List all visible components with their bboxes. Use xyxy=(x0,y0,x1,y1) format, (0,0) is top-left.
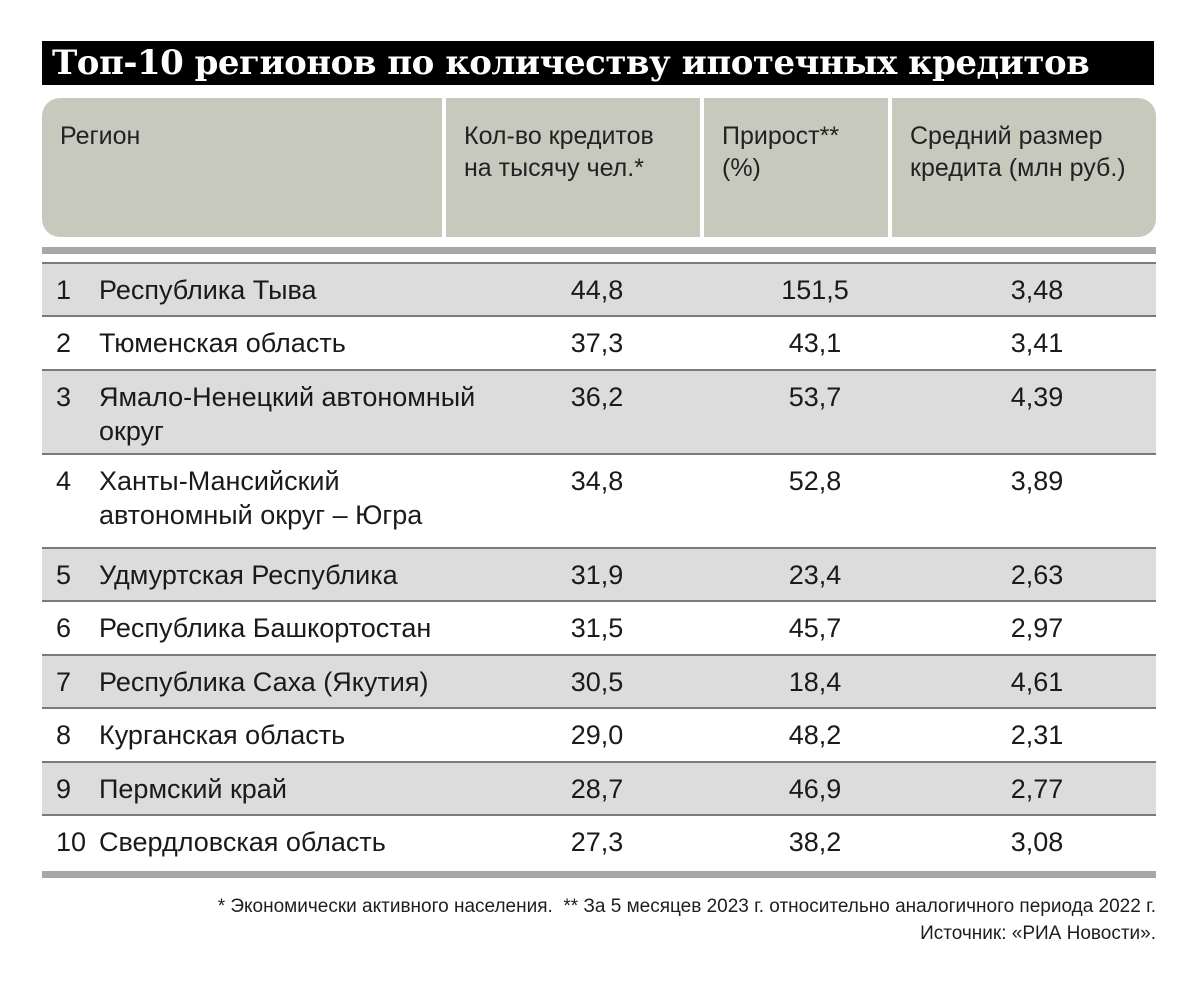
loans-value: 34,8 xyxy=(570,466,624,496)
region-name: Ханты-Мансийский автономный округ – Югра xyxy=(99,466,423,530)
rank: 1 xyxy=(56,275,72,305)
rank: 3 xyxy=(56,382,72,412)
header-avg-size: Средний размер кредита (млн руб.) xyxy=(892,98,1156,237)
loans-value: 27,3 xyxy=(570,827,624,857)
header-loans-per-thousand: Кол-во кредитов на тысячу чел.* xyxy=(446,98,700,237)
region-name: Республика Башкортостан xyxy=(99,613,432,643)
avg-value: 3,89 xyxy=(1010,466,1064,496)
growth-value: 52,8 xyxy=(788,466,842,496)
avg-value: 2,97 xyxy=(1010,613,1064,643)
growth-value: 45,7 xyxy=(788,613,842,643)
loans-value: 30,5 xyxy=(570,667,624,697)
header-growth: Прирост** (%) xyxy=(704,98,888,237)
rank: 4 xyxy=(56,466,72,496)
growth-value: 151,5 xyxy=(781,275,849,305)
table-row: 7 Республика Саха (Якутия) 30,5 18,4 4,6… xyxy=(42,656,1156,709)
growth-value: 43,1 xyxy=(788,328,842,358)
avg-value: 4,39 xyxy=(1010,382,1064,412)
source-text: Источник: «РИА Новости». xyxy=(920,923,1156,944)
rank: 2 xyxy=(56,328,72,358)
growth-value: 38,2 xyxy=(788,827,842,857)
loans-value: 37,3 xyxy=(570,328,624,358)
region-name: Республика Саха (Якутия) xyxy=(99,667,429,697)
table-row: 9 Пермский край 28,7 46,9 2,77 xyxy=(42,763,1156,816)
rank: 7 xyxy=(56,667,72,697)
avg-value: 2,31 xyxy=(1010,720,1064,750)
region-name: Курганская область xyxy=(99,720,346,750)
avg-value: 2,77 xyxy=(1010,774,1064,804)
loans-value: 28,7 xyxy=(570,774,624,804)
rank: 6 xyxy=(56,613,72,643)
avg-value: 3,48 xyxy=(1010,275,1064,305)
rank: 10 xyxy=(56,827,87,857)
growth-value: 23,4 xyxy=(788,560,842,590)
divider xyxy=(42,871,1156,878)
loans-value: 29,0 xyxy=(570,720,624,750)
table-row: 4 Ханты-Мансийский автономный округ – Юг… xyxy=(42,455,1156,549)
rank: 9 xyxy=(56,774,72,804)
region-name: Тюменская область xyxy=(99,328,346,358)
divider xyxy=(42,247,1156,254)
table-row: 1 Республика Тыва 44,8 151,5 3,48 xyxy=(42,264,1156,317)
rank: 5 xyxy=(56,560,72,590)
footnotes: * Экономически активного населения. ** З… xyxy=(218,893,1156,947)
avg-value: 3,08 xyxy=(1010,827,1064,857)
table-row: 3 Ямало-Ненецкий автономный округ 36,2 5… xyxy=(42,371,1156,455)
table-row: 6 Республика Башкортостан 31,5 45,7 2,97 xyxy=(42,602,1156,656)
chart-title: Топ-10 регионов по количеству ипотечных … xyxy=(42,41,1154,85)
avg-value: 4,61 xyxy=(1010,667,1064,697)
table-row: 10 Свердловская область 27,3 38,2 3,08 xyxy=(42,816,1156,872)
region-name: Ямало-Ненецкий автономный округ xyxy=(99,382,476,446)
table-row: 2 Тюменская область 37,3 43,1 3,41 xyxy=(42,317,1156,371)
table-row: 8 Курганская область 29,0 48,2 2,31 xyxy=(42,709,1156,763)
loans-value: 36,2 xyxy=(570,382,624,412)
growth-value: 18,4 xyxy=(788,667,842,697)
table-header: Регион Кол-во кредитов на тысячу чел.* П… xyxy=(42,98,1156,237)
avg-value: 2,63 xyxy=(1010,560,1064,590)
growth-value: 46,9 xyxy=(788,774,842,804)
loans-value: 31,9 xyxy=(570,560,624,590)
loans-value: 31,5 xyxy=(570,613,624,643)
table-body: 1 Республика Тыва 44,8 151,5 3,48 2 Тюме… xyxy=(42,262,1156,872)
header-region: Регион xyxy=(42,98,442,237)
table-row: 5 Удмуртская Республика 31,9 23,4 2,63 xyxy=(42,549,1156,602)
region-name: Республика Тыва xyxy=(99,275,317,305)
growth-value: 53,7 xyxy=(788,382,842,412)
loans-value: 44,8 xyxy=(570,275,624,305)
avg-value: 3,41 xyxy=(1010,328,1064,358)
rank: 8 xyxy=(56,720,72,750)
region-name: Пермский край xyxy=(99,774,287,804)
footnote-text: * Экономически активного населения. ** З… xyxy=(217,896,1156,917)
growth-value: 48,2 xyxy=(788,720,842,750)
region-name: Свердловская область xyxy=(99,827,386,857)
region-name: Удмуртская Республика xyxy=(99,560,398,590)
